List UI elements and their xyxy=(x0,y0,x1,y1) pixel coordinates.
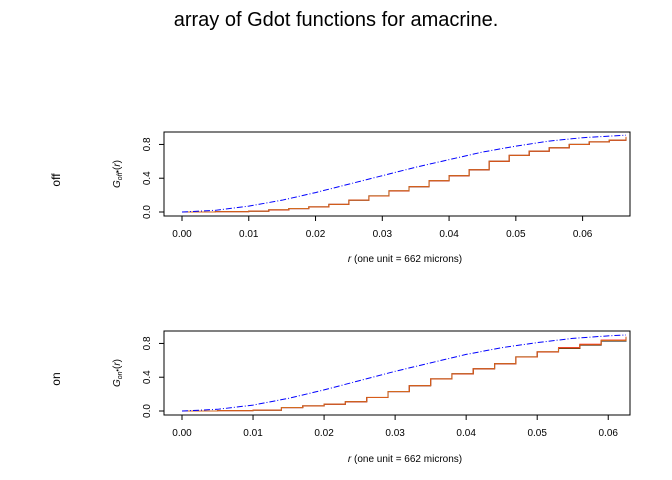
x-tick-label: 0.05 xyxy=(506,229,526,240)
x-tick-label: 0.02 xyxy=(314,428,334,439)
row-label: on xyxy=(49,372,63,385)
x-tick-label: 0.06 xyxy=(573,229,593,240)
x-tick-label: 0.04 xyxy=(439,229,459,240)
x-tick-label: 0.05 xyxy=(527,428,547,439)
y-axis: 0.0 0.4 0.8 xyxy=(142,336,165,418)
y-tick-label: 0.8 xyxy=(142,336,153,350)
plot-frame xyxy=(163,131,631,217)
x-tick-label: 0.02 xyxy=(306,229,326,240)
x-tick-label: 0.00 xyxy=(172,229,192,240)
series-border-line xyxy=(182,337,627,412)
chart-title: array of Gdot functions for amacrine. xyxy=(174,9,499,31)
panel-on: on 0.00 0.01 0.02 0.03 0.04 0.05 0.06 0.0 0.4 0.8 G… xyxy=(49,330,631,465)
series-border-line xyxy=(182,137,627,213)
series-obs-line xyxy=(182,137,627,213)
y-tick-label: 0.4 xyxy=(142,370,153,384)
y-tick-label: 0.0 xyxy=(142,404,153,418)
x-axis-label: r (one unit = 662 microns) xyxy=(348,454,462,465)
x-axis-label: r (one unit = 662 microns) xyxy=(348,254,462,265)
y-axis: 0.0 0.4 0.8 xyxy=(142,137,165,219)
x-axis: 0.00 0.01 0.02 0.03 0.04 0.05 0.06 xyxy=(172,215,593,240)
y-tick-label: 0.4 xyxy=(142,171,153,185)
y-tick-label: 0.8 xyxy=(142,137,153,151)
x-tick-label: 0.00 xyxy=(172,428,192,439)
x-tick-label: 0.03 xyxy=(385,428,405,439)
panel-off: off 0.00 0.01 0.02 0.03 0.04 0.05 0.06 0.0 0.4 0.8… xyxy=(49,131,631,265)
x-axis: 0.00 0.01 0.02 0.03 0.04 0.05 0.06 xyxy=(172,414,619,439)
x-tick-label: 0.01 xyxy=(239,229,259,240)
x-tick-label: 0.06 xyxy=(599,428,619,439)
series-theo-line xyxy=(181,134,627,213)
row-label: off xyxy=(49,173,63,187)
series-theo-line xyxy=(181,334,627,412)
y-tick-label: 0.0 xyxy=(142,205,153,219)
y-axis-label: Goff•(r) xyxy=(112,160,124,188)
x-tick-label: 0.01 xyxy=(243,428,263,439)
y-axis-label: Gon•(r) xyxy=(112,359,124,387)
plot-frame xyxy=(163,330,631,416)
x-tick-label: 0.04 xyxy=(456,428,476,439)
x-tick-label: 0.03 xyxy=(373,229,393,240)
